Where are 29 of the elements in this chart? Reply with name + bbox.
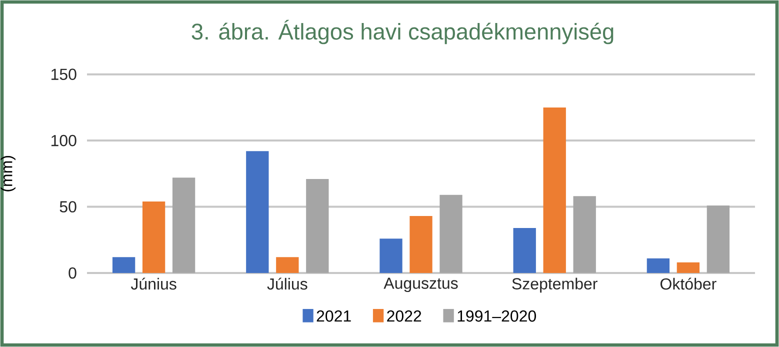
bar	[676, 262, 700, 273]
bar	[112, 257, 136, 273]
y-tick-label: 100	[51, 134, 76, 146]
chart-title: 3. ábra. Átlagos havi csapadékmennyiség	[192, 20, 614, 44]
bar	[172, 178, 196, 273]
x-tick-label: Október	[660, 278, 716, 290]
bar	[646, 258, 670, 273]
bar	[706, 205, 730, 273]
bar	[573, 196, 596, 273]
bar	[306, 178, 329, 273]
x-tick-label: Július	[267, 278, 308, 290]
x-tick-label: Szeptember	[512, 278, 598, 293]
bar	[440, 194, 462, 273]
bar	[410, 216, 432, 273]
x-tick-label: Augusztus	[384, 278, 458, 292]
x-tick-label: Június	[130, 278, 176, 290]
bar	[543, 107, 566, 273]
legend-label: 2022	[387, 310, 422, 322]
bar	[513, 228, 536, 273]
y-tick-label: 50	[60, 201, 76, 212]
bar	[246, 151, 269, 273]
legend-label: 1991–2020	[458, 310, 536, 322]
y-tick-label: 0	[68, 267, 76, 279]
bar	[142, 201, 166, 273]
bar	[276, 257, 299, 273]
legend-label: 2021	[316, 310, 351, 322]
y-axis-title: (mm)	[0, 156, 16, 192]
bar	[380, 238, 402, 273]
y-tick-label: 150	[51, 68, 76, 80]
